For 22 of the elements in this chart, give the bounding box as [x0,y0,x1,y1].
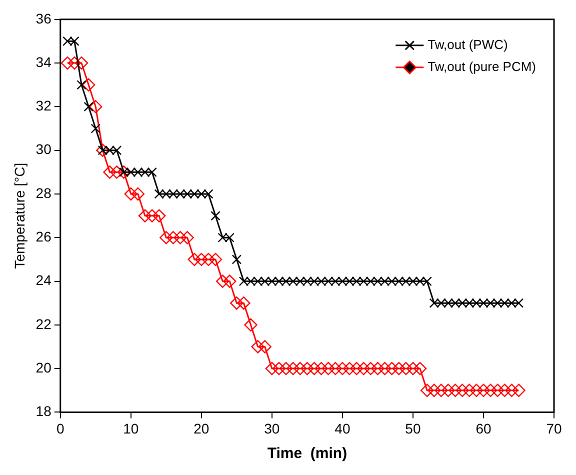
y-tick-label: 34 [36,54,52,70]
y-tick-label: 32 [36,98,52,114]
y-tick-label: 24 [36,272,52,288]
x-tick-label: 50 [405,420,421,436]
x-axis-title: Time (min) [267,445,348,462]
x-tick-label: 70 [546,420,562,436]
y-tick-label: 20 [36,359,52,376]
x-tick-label: 30 [264,420,280,436]
y-tick-label: 36 [36,10,52,26]
y-tick-label: 22 [36,316,52,332]
y-tick-label: 18 [36,403,52,420]
x-tick-label: 40 [334,420,350,436]
x-tick-label: 0 [56,420,64,436]
legend-label: Tw,out (pure PCM) [428,58,536,74]
y-tick-label: 28 [36,184,52,201]
x-tick-label: 20 [194,420,210,436]
x-tick-label: 60 [476,420,492,436]
legend-label: Tw,out (PWC) [428,36,508,52]
x-tick-label: 10 [123,420,139,436]
y-tick-label: 26 [36,228,52,244]
y-axis-title: Temperature [°C] [11,162,28,269]
y-tick-label: 30 [36,141,52,158]
